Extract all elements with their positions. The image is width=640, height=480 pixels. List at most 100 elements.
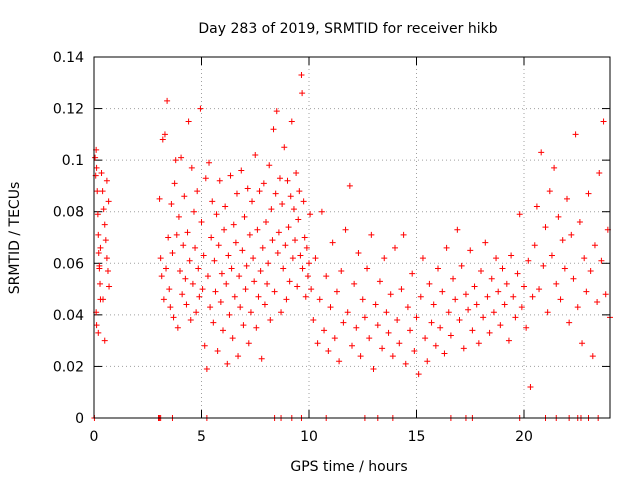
data-point (211, 257, 218, 264)
data-point (404, 304, 411, 311)
data-point (505, 337, 512, 344)
data-point (381, 255, 388, 262)
data-point (344, 309, 351, 316)
data-point (208, 234, 215, 241)
data-point (170, 314, 177, 321)
data-point (458, 262, 465, 269)
data-point (156, 195, 163, 202)
data-point (223, 280, 230, 287)
data-point (591, 242, 598, 249)
data-point (329, 239, 336, 246)
data-point (338, 268, 345, 275)
data-point (376, 278, 383, 285)
data-point (454, 226, 461, 233)
data-point (97, 244, 104, 251)
data-point (268, 206, 275, 213)
data-point (228, 265, 235, 272)
data-point (96, 262, 103, 269)
data-point (253, 324, 260, 331)
data-point (497, 322, 504, 329)
data-point (160, 296, 167, 303)
data-point (370, 366, 377, 373)
data-point (196, 293, 203, 300)
data-point (172, 157, 179, 164)
data-point (93, 322, 100, 329)
data-point (299, 265, 306, 272)
data-point (493, 255, 500, 262)
data-point (294, 283, 301, 290)
data-point (525, 257, 532, 264)
data-point (379, 345, 386, 352)
data-point (204, 273, 211, 280)
data-point (282, 242, 289, 249)
data-point (353, 324, 360, 331)
data-point (241, 213, 248, 220)
data-point (302, 293, 309, 300)
data-point (93, 164, 100, 171)
axis-ticks: 0 0.02 0.04 0.06 0.08 0.1 0.12 0.14 0 5 10 15 20 (53, 50, 610, 445)
data-point (243, 262, 250, 269)
data-point (295, 216, 302, 223)
data-point (222, 203, 229, 210)
data-point (209, 198, 216, 205)
data-point (245, 340, 252, 347)
data-point (510, 293, 517, 300)
data-point (296, 188, 303, 195)
data-point (596, 170, 603, 177)
data-point (374, 322, 381, 329)
data-point (184, 229, 191, 236)
data-point (325, 347, 332, 354)
data-point (254, 226, 261, 233)
data-point (536, 286, 543, 293)
data-point (417, 293, 424, 300)
data-point (173, 231, 180, 238)
x-tick-label: 0 (90, 429, 99, 445)
data-point (523, 324, 530, 331)
data-point (559, 237, 566, 244)
data-point (95, 231, 102, 238)
data-point (357, 353, 364, 360)
data-point (216, 177, 223, 184)
data-point (471, 283, 478, 290)
data-point (249, 198, 256, 205)
data-point (246, 231, 253, 238)
data-point (553, 280, 560, 287)
data-point (428, 319, 435, 326)
data-point (106, 283, 113, 290)
data-point (501, 301, 508, 308)
data-point (531, 242, 538, 249)
data-point (307, 211, 314, 218)
data-point (566, 319, 573, 326)
data-point (574, 304, 581, 311)
data-point (99, 188, 106, 195)
data-point (171, 180, 178, 187)
data-point (217, 298, 224, 305)
data-point (159, 136, 166, 143)
data-point (287, 193, 294, 200)
data-point (557, 296, 564, 303)
data-point (484, 293, 491, 300)
data-point (225, 252, 232, 259)
y-tick-label: 0.02 (53, 359, 84, 375)
x-tick-label: 5 (197, 429, 206, 445)
data-point (177, 268, 183, 275)
data-point (323, 273, 330, 280)
data-point (197, 105, 204, 112)
data-point (364, 265, 371, 272)
data-point (383, 309, 390, 316)
data-point (232, 239, 239, 246)
data-point (548, 252, 555, 259)
data-point (512, 314, 519, 321)
data-point (194, 188, 201, 195)
data-point (183, 301, 190, 308)
data-point (273, 108, 280, 115)
data-point (167, 304, 174, 311)
data-point (242, 286, 249, 293)
data-point (247, 309, 254, 316)
data-point (333, 288, 340, 295)
data-point (276, 175, 283, 182)
data-point (499, 265, 506, 272)
data-point (368, 231, 375, 238)
data-point (443, 244, 450, 251)
data-point (422, 335, 429, 342)
